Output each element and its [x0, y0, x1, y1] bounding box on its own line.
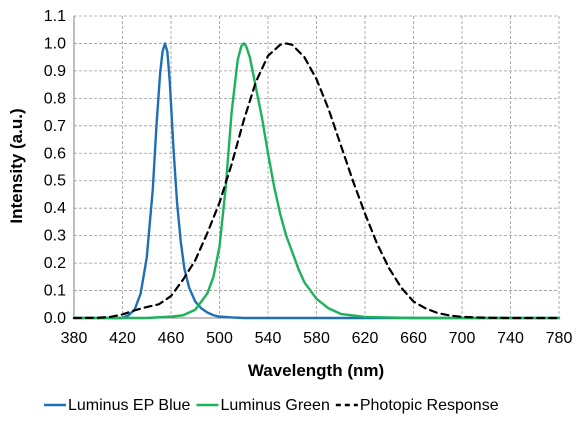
- y-tick-label: 0.5: [44, 173, 66, 190]
- y-tick-label: 0.2: [44, 255, 66, 272]
- y-tick-label: 0.7: [44, 118, 66, 135]
- x-tick-label: 620: [352, 330, 379, 347]
- y-tick-label: 0.4: [44, 200, 66, 217]
- grid: [74, 15, 560, 318]
- x-tick-label: 580: [303, 330, 330, 347]
- y-tick-label: 0.1: [44, 283, 66, 300]
- y-axis-title: Intensity (a.u.): [7, 108, 26, 223]
- y-tick-label: 1.0: [44, 35, 66, 52]
- y-tick-label: 0.8: [44, 90, 66, 107]
- legend-label-luminus-green: Luminus Green: [220, 397, 329, 414]
- x-tick-label: 700: [449, 330, 476, 347]
- series-line-luminus-green: [72, 42, 561, 320]
- x-tick-label: 420: [109, 330, 136, 347]
- x-tick-labels: 380 420 460 500 540 580 620 660 700 740 780: [61, 330, 573, 347]
- y-tick-label: 0.9: [44, 63, 66, 80]
- x-tick-label: 780: [546, 330, 573, 347]
- x-tick-label: 380: [61, 330, 88, 347]
- legend-label-photopic-response: Photopic Response: [360, 397, 499, 414]
- x-tick-label: 540: [255, 330, 282, 347]
- y-tick-label: 0.0: [44, 310, 66, 327]
- series-line-luminus-ep-blue: [72, 42, 561, 320]
- x-tick-label: 500: [206, 330, 233, 347]
- x-tick-label: 460: [158, 330, 185, 347]
- legend-label-luminus-ep-blue: Luminus EP Blue: [68, 397, 191, 414]
- y-tick-label: 1.1: [44, 8, 66, 25]
- y-tick-label: 0.3: [44, 228, 66, 245]
- series-line-photopic-response: [72, 42, 561, 320]
- x-tick-label: 740: [497, 330, 524, 347]
- x-axis-title: Wavelength (nm): [248, 361, 384, 380]
- y-tick-label: 0.6: [44, 145, 66, 162]
- y-tick-labels: 0.0 0.1 0.2 0.3 0.4 0.5 0.6 0.7 0.8 0.9 1.0 1.1: [44, 8, 66, 327]
- legend: Luminus EP Blue Luminus Green Photopic Res…: [44, 397, 499, 414]
- x-tick-label: 660: [400, 330, 427, 347]
- series-lines: [72, 42, 561, 320]
